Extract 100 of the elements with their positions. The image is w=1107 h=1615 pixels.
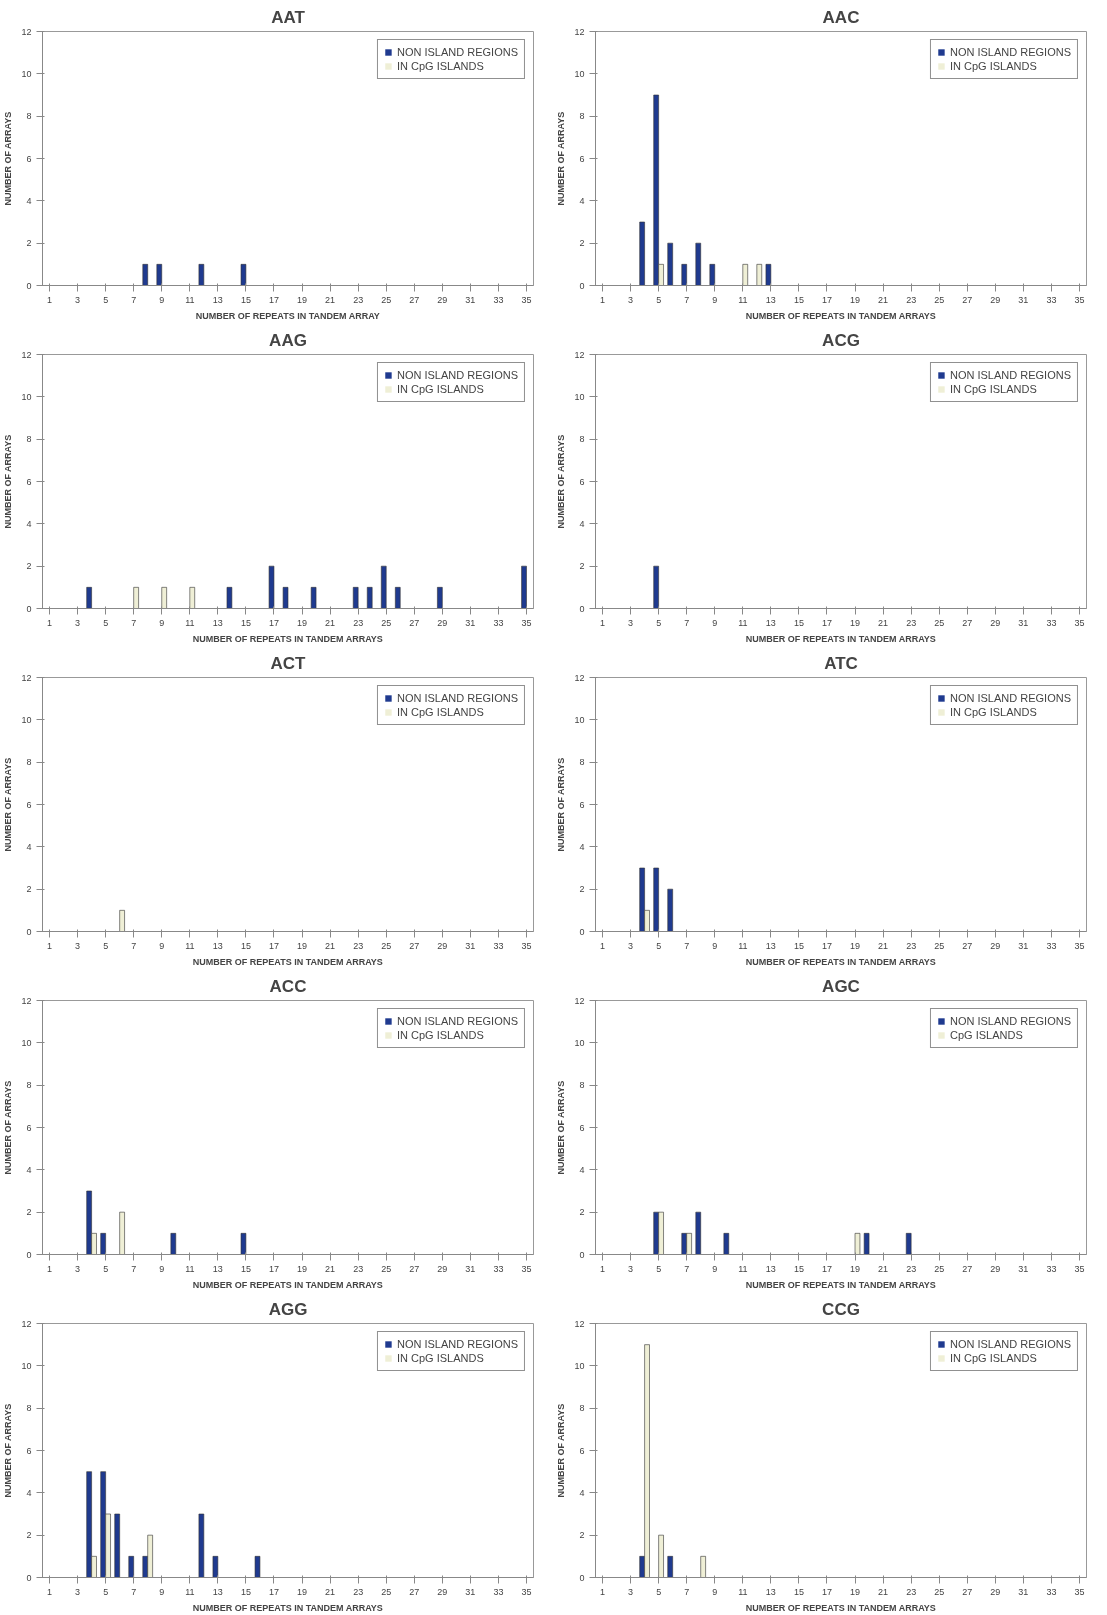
x-axis-title: NUMBER OF REPEATS IN TANDEM ARRAY — [195, 310, 380, 321]
legend-label: NON ISLAND REGIONS — [396, 46, 518, 58]
legend-label: IN CpG ISLANDS — [949, 706, 1037, 718]
y-tick-label: 12 — [574, 349, 585, 360]
x-tick-label: 5 — [656, 940, 662, 951]
y-tick-label: 12 — [574, 26, 585, 37]
x-tick-label: 27 — [409, 940, 420, 951]
legend-label: NON ISLAND REGIONS — [949, 1015, 1071, 1027]
y-tick-label: 10 — [574, 714, 585, 725]
y-tick-label: 0 — [26, 603, 32, 614]
x-tick-label: 17 — [268, 1586, 279, 1597]
x-tick-label: 13 — [765, 617, 776, 628]
y-tick-label: 8 — [579, 757, 585, 768]
x-tick-label: 25 — [381, 940, 392, 951]
x-tick-label: 35 — [1074, 617, 1085, 628]
x-tick-label: 5 — [103, 1586, 109, 1597]
x-tick-label: 7 — [684, 1263, 690, 1274]
x-tick-label: 35 — [521, 1263, 532, 1274]
y-tick-label: 4 — [26, 195, 32, 206]
x-tick-label: 25 — [381, 617, 392, 628]
y-tick-label: 4 — [26, 1487, 32, 1498]
x-axis-title: NUMBER OF REPEATS IN TANDEM ARRAYS — [192, 1602, 383, 1613]
x-tick-label: 29 — [990, 617, 1001, 628]
x-tick-label: 29 — [437, 617, 448, 628]
y-tick-label: 4 — [26, 841, 32, 852]
x-tick-label: 33 — [493, 1263, 504, 1274]
x-tick-label: 15 — [793, 294, 804, 305]
y-tick-label: 8 — [579, 111, 585, 122]
x-tick-label: 33 — [1046, 294, 1057, 305]
x-tick-label: 1 — [600, 940, 606, 951]
legend-label: NON ISLAND REGIONS — [949, 692, 1071, 704]
x-tick-label: 1 — [600, 1586, 606, 1597]
y-tick-label: 2 — [26, 884, 32, 895]
y-tick-label: 4 — [579, 841, 585, 852]
x-tick-label: 35 — [1074, 940, 1085, 951]
chart-title: ACC — [269, 976, 307, 996]
chart-title: AGG — [268, 1299, 308, 1319]
y-tick-label: 6 — [579, 1122, 585, 1133]
x-tick-label: 13 — [212, 1263, 223, 1274]
x-tick-label: 17 — [821, 617, 832, 628]
x-tick-label: 29 — [437, 1263, 448, 1274]
y-tick-label: 8 — [26, 1403, 32, 1414]
legend-label: NON ISLAND REGIONS — [396, 369, 518, 381]
y-tick-label: 2 — [579, 238, 585, 249]
x-tick-label: 25 — [381, 1586, 392, 1597]
y-tick-label: 0 — [26, 1572, 32, 1583]
x-tick-label: 17 — [821, 940, 832, 951]
y-tick-label: 6 — [26, 153, 32, 164]
x-tick-label: 13 — [765, 294, 776, 305]
x-tick-label: 15 — [240, 1263, 251, 1274]
x-tick-label: 29 — [437, 294, 448, 305]
x-tick-label: 17 — [268, 294, 279, 305]
x-tick-label: 19 — [850, 294, 861, 305]
y-tick-label: 4 — [579, 518, 585, 529]
x-axis-title: NUMBER OF REPEATS IN TANDEM ARRAYS — [745, 633, 936, 644]
x-tick-label: 11 — [738, 294, 748, 305]
x-tick-label: 23 — [906, 1263, 917, 1274]
x-tick-label: 23 — [906, 294, 917, 305]
x-tick-label: 23 — [353, 617, 364, 628]
x-tick-label: 5 — [103, 940, 109, 951]
x-tick-label: 25 — [934, 294, 945, 305]
x-tick-label: 31 — [1018, 294, 1029, 305]
x-tick-label: 29 — [990, 294, 1001, 305]
y-axis-title: NUMBER OF ARRAYS — [556, 111, 567, 206]
x-tick-label: 19 — [850, 1586, 861, 1597]
x-axis-title: NUMBER OF REPEATS IN TANDEM ARRAYS — [192, 633, 383, 644]
y-tick-label: 6 — [26, 1122, 32, 1133]
x-tick-label: 35 — [521, 1586, 532, 1597]
x-tick-label: 21 — [878, 1263, 889, 1274]
x-tick-label: 1 — [600, 617, 606, 628]
x-tick-label: 3 — [75, 294, 81, 305]
x-tick-label: 5 — [103, 1263, 109, 1274]
x-tick-label: 21 — [325, 1263, 336, 1274]
x-tick-label: 3 — [75, 1586, 81, 1597]
x-tick-label: 21 — [325, 940, 336, 951]
x-tick-label: 1 — [47, 940, 53, 951]
x-tick-label: 33 — [493, 294, 504, 305]
x-tick-label: 1 — [47, 294, 53, 305]
x-tick-label: 29 — [990, 1263, 1001, 1274]
y-axis-title: NUMBER OF ARRAYS — [3, 434, 14, 529]
y-tick-label: 6 — [26, 799, 32, 810]
x-tick-label: 7 — [684, 294, 690, 305]
x-tick-label: 15 — [793, 1263, 804, 1274]
x-tick-label: 31 — [1018, 617, 1029, 628]
y-tick-label: 6 — [26, 476, 32, 487]
x-tick-label: 27 — [962, 940, 973, 951]
x-tick-label: 3 — [75, 617, 81, 628]
x-tick-label: 25 — [934, 1263, 945, 1274]
x-tick-label: 11 — [185, 294, 195, 305]
x-tick-label: 25 — [381, 294, 392, 305]
y-tick-label: 6 — [579, 1445, 585, 1456]
legend-label: IN CpG ISLANDS — [949, 1352, 1037, 1364]
x-tick-label: 27 — [962, 1586, 973, 1597]
x-tick-label: 5 — [656, 1586, 662, 1597]
x-tick-label: 9 — [159, 940, 165, 951]
x-tick-label: 35 — [1074, 1263, 1085, 1274]
chart-title: ATC — [824, 653, 858, 673]
x-axis-title: NUMBER OF REPEATS IN TANDEM ARRAYS — [745, 1279, 936, 1290]
x-axis-title: NUMBER OF REPEATS IN TANDEM ARRAYS — [745, 310, 936, 321]
x-tick-label: 1 — [47, 1586, 53, 1597]
